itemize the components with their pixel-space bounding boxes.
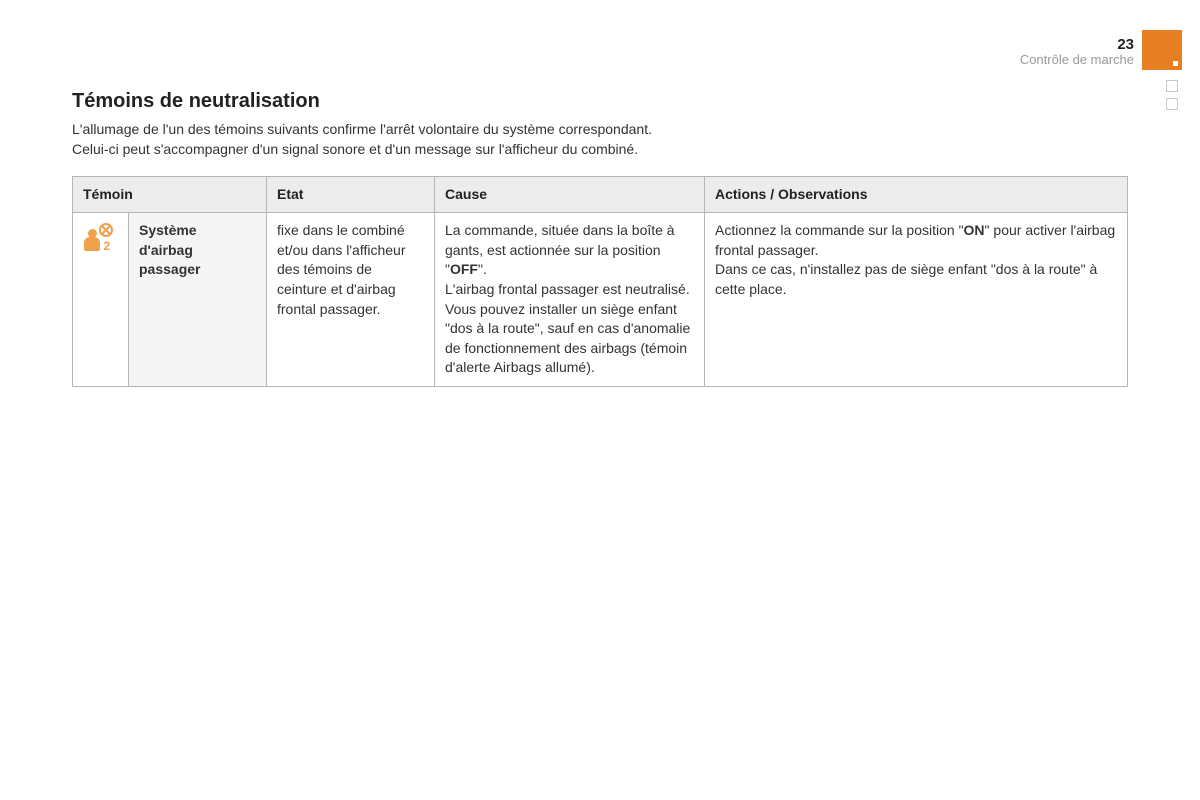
passenger-airbag-off-icon: 2 — [84, 223, 118, 253]
table-header-row: Témoin Etat Cause Actions / Observations — [73, 176, 1128, 213]
actions-cell: Actionnez la commande sur la position "O… — [705, 213, 1128, 387]
label-line: d'airbag — [139, 242, 193, 258]
table-row: 2 Système d'airbag passager fixe dans le… — [73, 213, 1128, 387]
label-line: Système — [139, 222, 197, 238]
page-title: Témoins de neutralisation — [72, 90, 1128, 113]
section-label: Contrôle de marche — [1020, 52, 1134, 67]
etat-cell: fixe dans le combiné et/ou dans l'affich… — [267, 213, 435, 387]
page-corner-accent — [1142, 30, 1182, 70]
page-header-meta: 23 Contrôle de marche — [1020, 36, 1134, 67]
col-header-actions: Actions / Observations — [705, 176, 1128, 213]
col-header-etat: Etat — [267, 176, 435, 213]
page-number: 23 — [1020, 36, 1134, 53]
intro-line-2: Celui-ci peut s'accompagner d'un signal … — [72, 141, 638, 157]
cause-cell: La commande, située dans la boîte à gant… — [435, 213, 705, 387]
indicator-icon-cell: 2 — [73, 213, 129, 387]
indicators-table: Témoin Etat Cause Actions / Observations… — [72, 176, 1128, 387]
indicator-label-cell: Système d'airbag passager — [129, 213, 267, 387]
col-header-temoin: Témoin — [73, 176, 267, 213]
label-line: passager — [139, 261, 200, 277]
intro-text: L'allumage de l'un des témoins suivants … — [72, 119, 1128, 160]
side-nav-squares — [1166, 80, 1178, 110]
intro-line-1: L'allumage de l'un des témoins suivants … — [72, 121, 652, 137]
col-header-cause: Cause — [435, 176, 705, 213]
